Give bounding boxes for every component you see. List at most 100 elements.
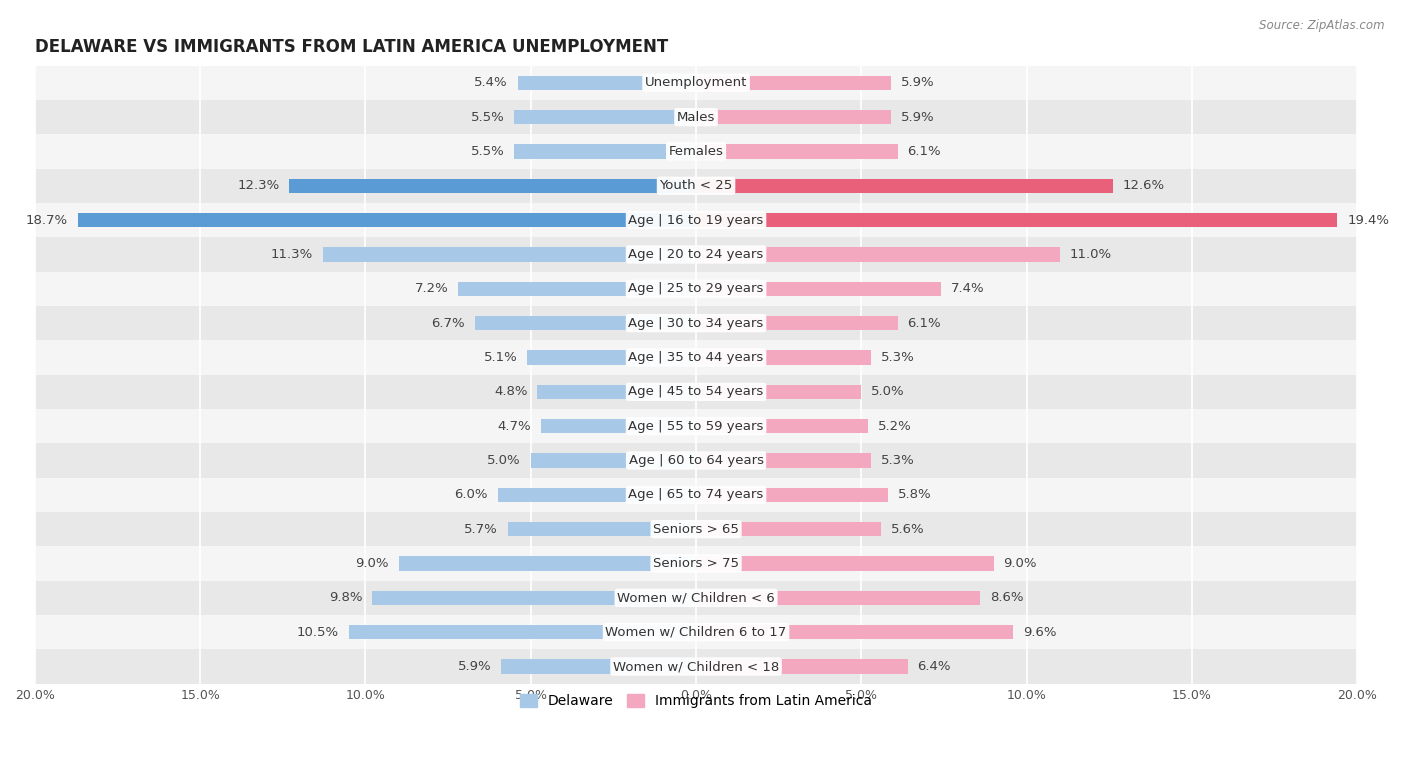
Text: 5.3%: 5.3%	[882, 351, 915, 364]
Text: 6.4%: 6.4%	[918, 660, 950, 673]
Text: 9.6%: 9.6%	[1024, 626, 1057, 639]
Bar	[35, 547, 1357, 581]
Text: Unemployment: Unemployment	[645, 76, 747, 89]
Bar	[696, 556, 994, 571]
Bar	[696, 522, 882, 537]
Text: Males: Males	[676, 111, 716, 123]
Bar	[696, 488, 887, 502]
Text: 9.0%: 9.0%	[1004, 557, 1038, 570]
Bar	[398, 556, 696, 571]
Bar	[290, 179, 696, 193]
Bar	[458, 282, 696, 296]
Bar	[35, 409, 1357, 444]
Bar	[696, 179, 1112, 193]
Text: 5.6%: 5.6%	[891, 522, 925, 536]
Bar	[696, 590, 980, 605]
Text: Age | 25 to 29 years: Age | 25 to 29 years	[628, 282, 763, 295]
Bar	[35, 341, 1357, 375]
Bar	[373, 590, 696, 605]
Text: 12.6%: 12.6%	[1122, 179, 1164, 192]
Text: 9.0%: 9.0%	[356, 557, 388, 570]
Text: 10.5%: 10.5%	[297, 626, 339, 639]
Text: Age | 65 to 74 years: Age | 65 to 74 years	[628, 488, 763, 501]
Bar	[35, 203, 1357, 237]
Text: Women w/ Children < 18: Women w/ Children < 18	[613, 660, 779, 673]
Bar	[35, 100, 1357, 134]
Bar	[35, 169, 1357, 203]
Bar	[35, 306, 1357, 341]
Bar	[696, 213, 1337, 227]
Text: 6.1%: 6.1%	[908, 145, 941, 158]
Bar	[35, 444, 1357, 478]
Bar	[696, 419, 868, 433]
Text: Age | 60 to 64 years: Age | 60 to 64 years	[628, 454, 763, 467]
Text: 11.3%: 11.3%	[270, 248, 312, 261]
Bar	[696, 625, 1014, 640]
Bar	[696, 350, 872, 365]
Bar	[537, 385, 696, 399]
Text: Women w/ Children 6 to 17: Women w/ Children 6 to 17	[606, 626, 787, 639]
Bar	[696, 316, 897, 330]
Text: 6.0%: 6.0%	[454, 488, 488, 501]
Bar	[696, 145, 897, 159]
Text: 5.1%: 5.1%	[484, 351, 517, 364]
Text: 11.0%: 11.0%	[1070, 248, 1112, 261]
Bar	[696, 453, 872, 468]
Text: Age | 55 to 59 years: Age | 55 to 59 years	[628, 419, 763, 433]
Text: 18.7%: 18.7%	[25, 213, 67, 226]
Text: DELAWARE VS IMMIGRANTS FROM LATIN AMERICA UNEMPLOYMENT: DELAWARE VS IMMIGRANTS FROM LATIN AMERIC…	[35, 38, 668, 56]
Text: 4.8%: 4.8%	[494, 385, 527, 398]
Text: Age | 20 to 24 years: Age | 20 to 24 years	[628, 248, 763, 261]
Bar	[35, 478, 1357, 512]
Bar	[35, 375, 1357, 409]
Text: 6.7%: 6.7%	[432, 316, 464, 329]
Bar	[515, 110, 696, 124]
Text: 7.2%: 7.2%	[415, 282, 449, 295]
Bar	[527, 350, 696, 365]
Text: 5.0%: 5.0%	[872, 385, 905, 398]
Bar	[696, 659, 908, 674]
Bar	[35, 134, 1357, 169]
Bar	[508, 522, 696, 537]
Text: Females: Females	[669, 145, 724, 158]
Bar	[35, 237, 1357, 272]
Text: 12.3%: 12.3%	[238, 179, 280, 192]
Bar	[696, 110, 891, 124]
Bar	[696, 385, 862, 399]
Text: Age | 16 to 19 years: Age | 16 to 19 years	[628, 213, 763, 226]
Text: 7.4%: 7.4%	[950, 282, 984, 295]
Bar	[35, 650, 1357, 684]
Text: 5.9%: 5.9%	[901, 111, 935, 123]
Text: 8.6%: 8.6%	[990, 591, 1024, 604]
Text: Age | 35 to 44 years: Age | 35 to 44 years	[628, 351, 763, 364]
Text: Age | 45 to 54 years: Age | 45 to 54 years	[628, 385, 763, 398]
Bar	[498, 488, 696, 502]
Bar	[77, 213, 696, 227]
Bar	[515, 145, 696, 159]
Text: Age | 30 to 34 years: Age | 30 to 34 years	[628, 316, 763, 329]
Bar	[541, 419, 696, 433]
Bar	[475, 316, 696, 330]
Bar	[696, 282, 941, 296]
Text: 5.0%: 5.0%	[488, 454, 520, 467]
Text: 5.7%: 5.7%	[464, 522, 498, 536]
Text: 4.7%: 4.7%	[498, 419, 531, 433]
Bar	[35, 512, 1357, 547]
Text: 5.5%: 5.5%	[471, 145, 505, 158]
Bar	[696, 76, 891, 90]
Text: 5.5%: 5.5%	[471, 111, 505, 123]
Text: 5.4%: 5.4%	[474, 76, 508, 89]
Bar	[531, 453, 696, 468]
Bar	[35, 272, 1357, 306]
Text: 6.1%: 6.1%	[908, 316, 941, 329]
Bar	[35, 66, 1357, 100]
Text: Seniors > 65: Seniors > 65	[654, 522, 740, 536]
Text: Youth < 25: Youth < 25	[659, 179, 733, 192]
Text: 5.3%: 5.3%	[882, 454, 915, 467]
Bar	[35, 615, 1357, 650]
Text: Seniors > 75: Seniors > 75	[652, 557, 740, 570]
Bar	[35, 581, 1357, 615]
Text: 9.8%: 9.8%	[329, 591, 363, 604]
Bar	[696, 248, 1060, 262]
Text: 5.9%: 5.9%	[901, 76, 935, 89]
